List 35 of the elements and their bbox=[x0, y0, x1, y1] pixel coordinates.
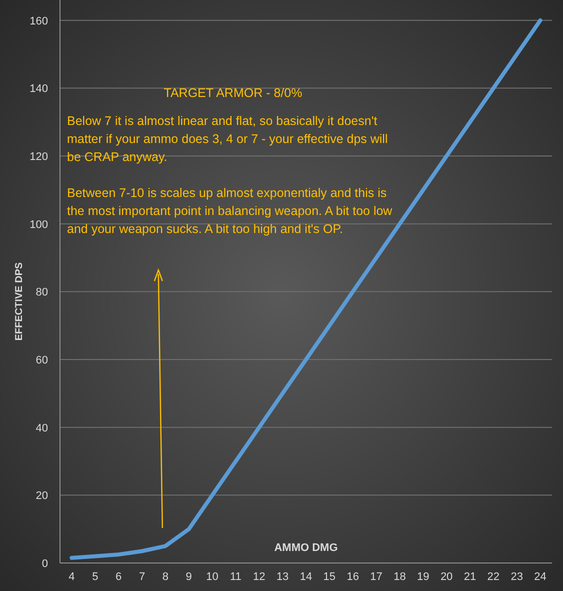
x-tick-label: 13 bbox=[276, 571, 289, 583]
y-tick-label: 160 bbox=[30, 15, 48, 28]
y-tick-label: 20 bbox=[36, 490, 48, 502]
x-tick-label: 8 bbox=[162, 571, 168, 583]
x-tick-label: 21 bbox=[464, 571, 476, 583]
y-tick-label: 0 bbox=[42, 558, 48, 570]
x-axis-title: AMMO DMG bbox=[274, 542, 338, 554]
x-tick-label: 14 bbox=[300, 571, 312, 583]
x-tick-label: 16 bbox=[346, 571, 359, 583]
y-tick-label: 100 bbox=[30, 218, 48, 231]
y-axis-title: EFFECTIVE DPS bbox=[14, 262, 25, 341]
x-tick-label: 12 bbox=[253, 571, 266, 583]
y-tick-label: 60 bbox=[36, 354, 48, 367]
x-tick-label: 19 bbox=[417, 571, 430, 583]
y-tick-label: 120 bbox=[30, 151, 48, 164]
y-tick-label: 80 bbox=[36, 286, 48, 299]
y-tick-label: 140 bbox=[30, 83, 48, 96]
x-tick-label: 5 bbox=[92, 571, 98, 583]
x-tick-label: 9 bbox=[186, 571, 192, 583]
x-tick-label: 11 bbox=[230, 571, 242, 583]
x-tick-label: 22 bbox=[487, 571, 500, 583]
x-tick-label: 20 bbox=[440, 571, 453, 583]
x-tick-label: 10 bbox=[206, 571, 218, 583]
x-tick-label: 15 bbox=[323, 571, 336, 583]
x-tick-label: 24 bbox=[534, 571, 546, 583]
annotation: Below 7 it is almost linear and flat, so basically it doesn't matter if your ammo does 3, 4 or 7 - your effective dps will be CRAP anyway. bbox=[67, 114, 388, 164]
x-tick-label: 7 bbox=[138, 571, 146, 583]
annotation: Between 7-10 is scales up almost exponentialy and this is the most important point in balancing weapon. A bit too low and your weapon sucks. A bit too high and it's OP. bbox=[67, 186, 394, 236]
x-tick-label: 17 bbox=[370, 571, 382, 583]
y-tick-label: 40 bbox=[36, 422, 48, 434]
text: TARGET ARMOR - 8/0% bbox=[164, 86, 302, 100]
x-tick-label: 4 bbox=[68, 571, 75, 583]
x-tick-label: 18 bbox=[394, 571, 406, 583]
x-tick-label: 6 bbox=[116, 571, 122, 583]
x-tick-label: 23 bbox=[510, 571, 523, 583]
